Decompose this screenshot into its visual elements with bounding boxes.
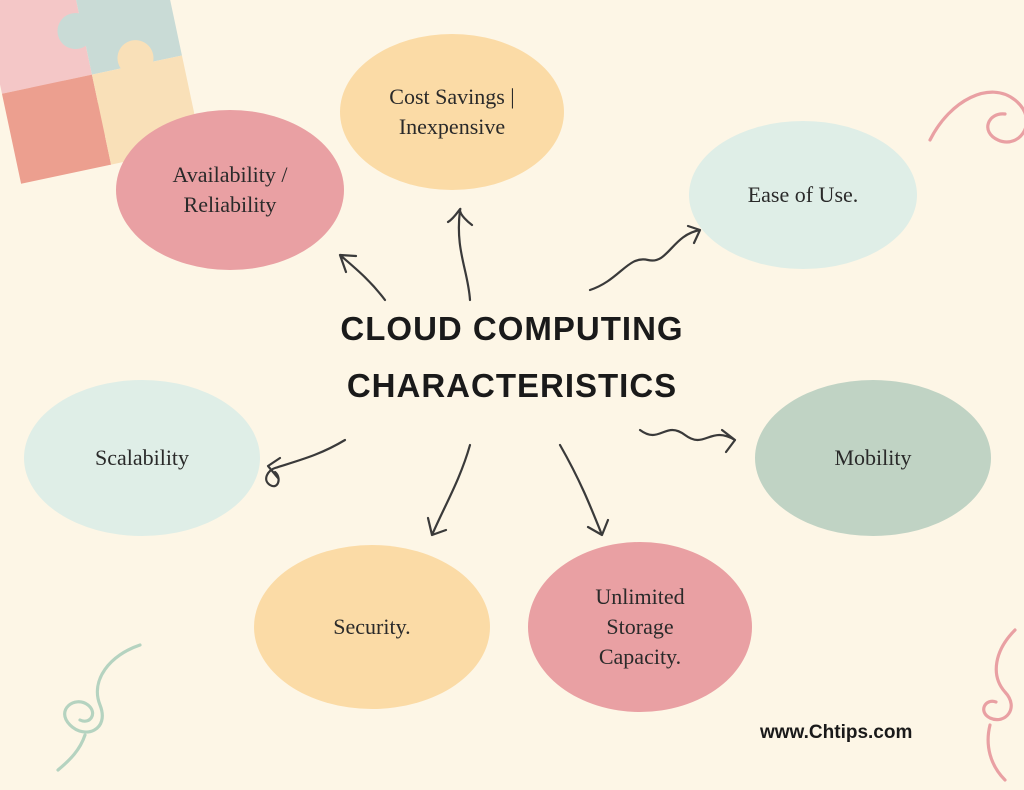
ellipse-label-scalability: Scalability — [95, 443, 189, 473]
ellipse-cost: Cost Savings | Inexpensive — [340, 34, 564, 190]
ellipse-label-mobility: Mobility — [834, 443, 911, 473]
ellipse-label-storage: Unlimited Storage Capacity. — [595, 582, 684, 671]
title-line-1: CLOUD COMPUTING — [262, 310, 762, 348]
ellipse-label-availability: Availability / Reliability — [172, 160, 287, 219]
infographic-canvas: Cost Savings | Inexpensive Ease of Use. Mo… — [0, 0, 1024, 768]
arrow-to-storage — [560, 445, 608, 535]
ellipse-mobility: Mobility — [755, 380, 991, 536]
swirl-top-right — [920, 40, 1024, 170]
ellipse-label-security: Security. — [333, 612, 410, 642]
ellipse-security: Security. — [254, 545, 490, 709]
arrow-to-availability — [340, 255, 385, 300]
ellipse-availability: Availability / Reliability — [116, 110, 344, 270]
arrow-to-ease — [590, 226, 700, 290]
ellipse-label-cost: Cost Savings | Inexpensive — [389, 82, 514, 141]
watermark-text: www.Chtips.com — [760, 722, 912, 743]
ellipse-storage: Unlimited Storage Capacity. — [528, 542, 752, 712]
ellipse-label-ease: Ease of Use. — [748, 180, 859, 210]
title-line-2: CHARACTERISTICS — [262, 367, 762, 405]
arrow-to-cost — [448, 209, 472, 300]
ellipse-ease: Ease of Use. — [689, 121, 917, 269]
swirl-bottom-left — [40, 630, 180, 780]
center-title: CLOUD COMPUTING CHARACTERISTICS — [262, 310, 762, 405]
ellipse-scalability: Scalability — [24, 380, 260, 536]
watermark: www.Chtips.com — [760, 722, 912, 744]
arrow-to-scalability — [266, 440, 345, 486]
arrow-to-mobility — [640, 430, 735, 452]
swirl-bottom-right — [960, 620, 1024, 790]
arrow-to-security — [428, 445, 470, 535]
